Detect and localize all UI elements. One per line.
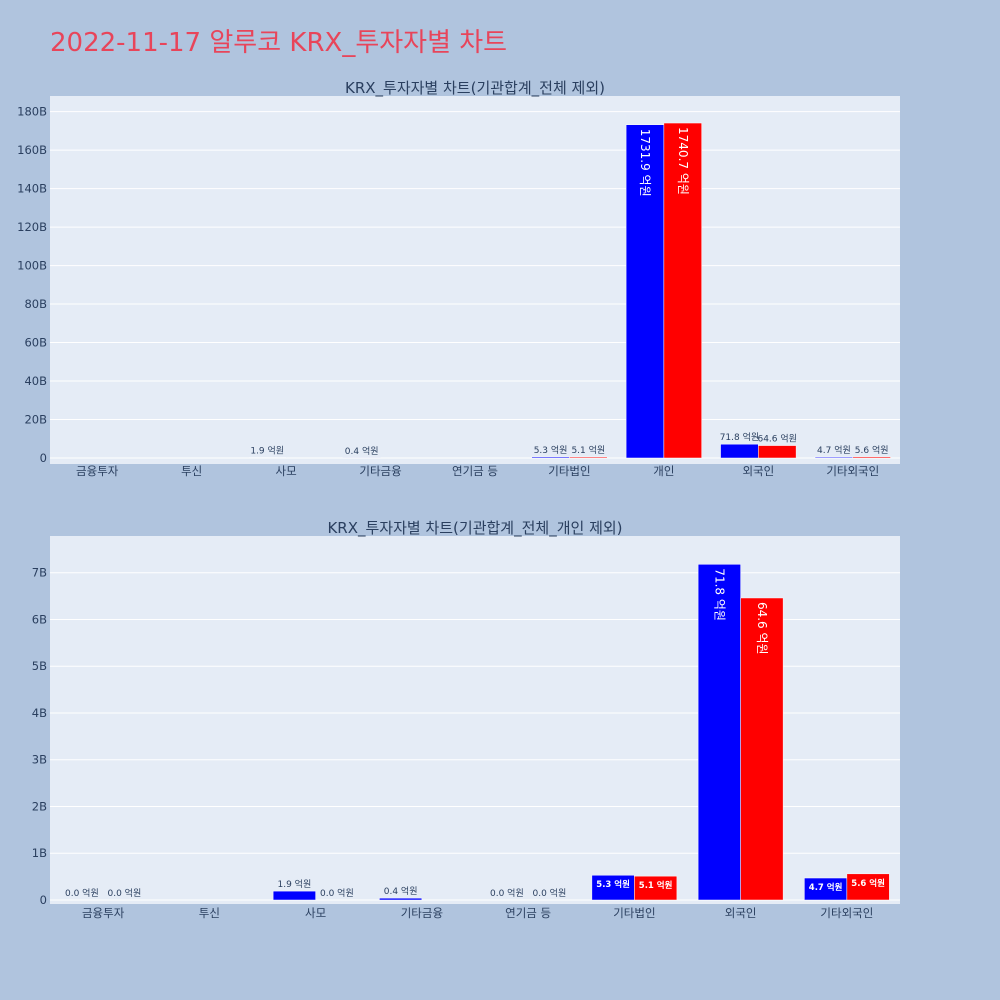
bar xyxy=(814,456,854,459)
chart-title: KRX_투자자별 차트(기관합계_전체_개인 제외) xyxy=(327,519,622,538)
y-tick-label: 7B xyxy=(32,566,47,580)
bar xyxy=(758,445,797,459)
y-tick-label: 120B xyxy=(17,220,47,234)
bar xyxy=(663,122,702,459)
x-tick-label: 연기금 등 xyxy=(505,906,551,920)
investor-chart-top: 1.9 억원 0.4 억원 5.3 억원 5.1 억원 1731.9 억원 1740.7 … xyxy=(17,79,900,478)
x-tick-label: 기타외국인 xyxy=(820,906,873,920)
bar-value-label: 5.1 억원 xyxy=(571,444,605,456)
x-tick-label: 개인 xyxy=(653,464,674,478)
x-axis: 금융투자 투신 사모 기타금융 연기금 등 기타법인 외국인 기타외국인 xyxy=(82,906,873,920)
bar-value-label: 1.9 억원 xyxy=(250,445,284,457)
bar-value-label: 0.0 억원 xyxy=(533,887,567,899)
y-tick-label: 0 xyxy=(40,451,47,465)
x-tick-label: 금융투자 xyxy=(82,906,125,920)
x-tick-label: 투신 xyxy=(181,464,202,478)
bar xyxy=(569,456,608,459)
bar-value-label: 1731.9 억원 xyxy=(638,129,652,197)
y-tick-label: 20B xyxy=(24,413,47,427)
y-tick-label: 3B xyxy=(32,753,47,767)
bar-value-label: 64.6 억원 xyxy=(757,433,796,445)
y-tick-label: 160B xyxy=(17,143,47,157)
y-axis: 0 20B 40B 60B 80B 100B 120B 140B 160B 180B xyxy=(17,105,47,465)
x-tick-label: 외국인 xyxy=(725,906,757,920)
bar-value-label: 71.8 억원 xyxy=(720,431,759,443)
x-tick-label: 기타법인 xyxy=(613,906,655,920)
bar xyxy=(852,456,891,459)
y-tick-label: 80B xyxy=(24,297,47,311)
bar-value-label: 0.0 억원 xyxy=(108,887,142,899)
y-tick-label: 180B xyxy=(17,105,47,119)
bar xyxy=(634,875,678,901)
y-axis: 0 1B 2B 3B 4B 5B 6B 7B xyxy=(32,566,47,907)
bar-value-label: 0.0 억원 xyxy=(65,887,99,899)
bar-value-label: 64.6 억원 xyxy=(755,602,769,655)
y-tick-label: 100B xyxy=(17,259,47,273)
x-tick-label: 금융투자 xyxy=(76,464,119,478)
bar-value-label: 5.6 억원 xyxy=(855,444,889,456)
bar xyxy=(625,124,665,459)
bar xyxy=(697,564,741,901)
bar-value-label: 4.7 억원 xyxy=(809,882,843,893)
bar-value-label: 5.6 억원 xyxy=(851,878,885,889)
bar-value-label: 0.4 억원 xyxy=(345,445,379,457)
x-tick-label: 사모 xyxy=(276,464,297,478)
x-tick-label: 기타외국인 xyxy=(826,464,879,478)
bar-value-label: 1.9 억원 xyxy=(278,878,312,890)
x-tick-label: 기타금융 xyxy=(359,464,401,478)
y-tick-label: 2B xyxy=(32,799,47,813)
y-tick-label: 60B xyxy=(24,336,47,350)
plot-background xyxy=(50,96,900,464)
bar-value-label: 5.3 억원 xyxy=(596,879,630,890)
investor-chart-bottom: 0.0 억원 0.0 억원 1.9 억원 0.0 억원 0.4 억원 0.0 억원 0.0 … xyxy=(32,519,900,920)
x-tick-label: 투신 xyxy=(199,906,220,920)
page-title: 2022-11-17 알루코 KRX_투자자별 차트 xyxy=(50,28,508,58)
bar-value-label: 0.0 억원 xyxy=(320,887,354,899)
y-tick-label: 4B xyxy=(32,706,47,720)
x-tick-label: 사모 xyxy=(305,906,326,920)
bar-value-label: 0.0 억원 xyxy=(490,887,524,899)
bars-layer xyxy=(272,564,890,901)
y-tick-label: 1B xyxy=(32,846,47,860)
data-labels-layer: 0.0 억원 0.0 억원 1.9 억원 0.0 억원 0.4 억원 0.0 억원 0.0 … xyxy=(65,568,885,899)
y-tick-label: 140B xyxy=(17,182,47,196)
bar-value-label: 5.1 억원 xyxy=(639,880,673,891)
y-tick-label: 40B xyxy=(24,374,47,388)
bar xyxy=(591,874,635,901)
grid-layer xyxy=(50,111,900,459)
bars-layer xyxy=(248,122,891,459)
y-tick-label: 0 xyxy=(40,893,47,907)
bar xyxy=(740,597,784,901)
bar xyxy=(846,873,890,901)
x-tick-label: 기타법인 xyxy=(548,464,590,478)
x-tick-label: 외국인 xyxy=(742,464,774,478)
chart-title: KRX_투자자별 차트(기관합계_전체 제외) xyxy=(345,79,605,98)
y-tick-label: 5B xyxy=(32,659,47,673)
bar xyxy=(720,443,759,459)
x-tick-label: 연기금 등 xyxy=(452,464,498,478)
bar xyxy=(531,456,570,459)
y-tick-label: 6B xyxy=(32,612,47,626)
bar xyxy=(379,897,423,901)
x-tick-label: 기타금융 xyxy=(401,906,443,920)
bar-value-label: 0.4 억원 xyxy=(384,885,418,897)
bar-value-label: 71.8 억원 xyxy=(712,568,726,621)
data-labels-layer: 1.9 억원 0.4 억원 5.3 억원 5.1 억원 1731.9 억원 1740.7 … xyxy=(250,127,888,457)
x-axis: 금융투자 투신 사모 기타금융 연기금 등 기타법인 개인 외국인 기타외국인 xyxy=(76,464,879,478)
bar-value-label: 5.3 억원 xyxy=(534,444,568,456)
bar xyxy=(272,890,316,901)
bar-value-label: 4.7 억원 xyxy=(817,444,851,456)
bar-value-label: 1740.7 억원 xyxy=(676,127,690,195)
